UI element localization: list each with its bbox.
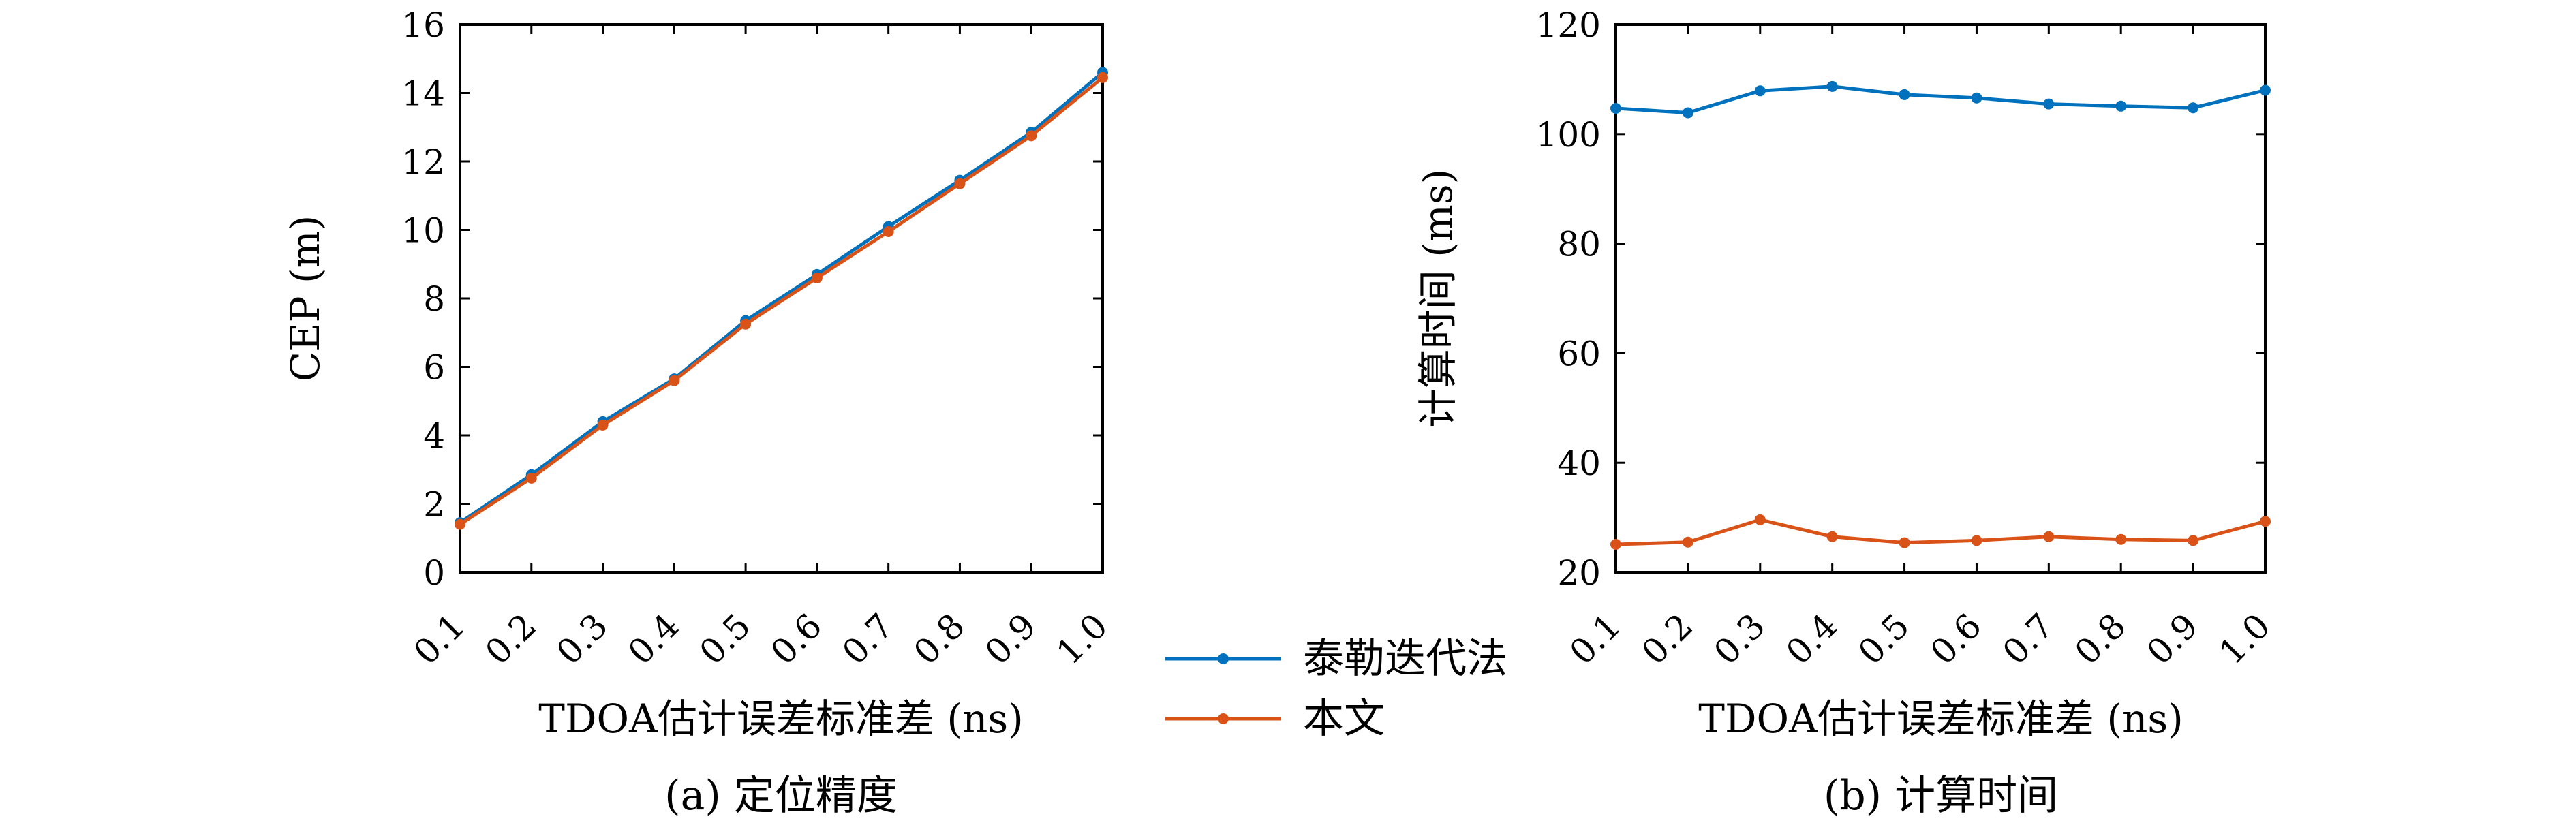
- legend: 泰勒迭代法 本文: [1165, 635, 1507, 743]
- data-point-b-1: [1610, 538, 1621, 550]
- data-point-a-1: [597, 419, 609, 431]
- data-point-b-1: [2260, 516, 2271, 527]
- x-tick-label-b: 0.2: [1634, 606, 1700, 672]
- x-tick-label-b: 0.7: [1995, 606, 2061, 672]
- data-point-b-1: [2115, 533, 2127, 545]
- data-point-a-1: [1097, 72, 1108, 83]
- x-tick-label-a: 0.5: [692, 606, 758, 672]
- y-tick-label-a: 0: [423, 553, 445, 593]
- x-tick-label-b: 0.5: [1851, 606, 1917, 672]
- x-tick-label-b: 0.6: [1923, 606, 1989, 672]
- caption-b: (b) 计算时间: [1824, 772, 2058, 820]
- y-tick-label-b: 60: [1557, 334, 1601, 373]
- data-point-a-1: [1026, 130, 1037, 142]
- series-line-a-1: [459, 76, 1104, 526]
- x-tick-label-b: 0.4: [1779, 606, 1845, 672]
- series-line-b-0: [1615, 84, 2266, 114]
- data-point-b-0: [2260, 84, 2271, 96]
- data-point-b-0: [1899, 89, 1910, 100]
- x-axis-label-b: TDOA估计误差标准差 (ns): [1698, 696, 2183, 742]
- data-point-b-0: [1826, 80, 1838, 92]
- panel-a-cep-chart: 0 2 4 6 8 10 12 14 16 0.1 0.2 0.3 0.4 0.5 0.6 0.7 0.8 0.9…: [282, 5, 1115, 742]
- data-point-b-1: [1899, 537, 1910, 548]
- data-point-b-1: [1682, 536, 1693, 548]
- data-point-a-1: [811, 272, 823, 283]
- caption-a: (a) 定位精度: [664, 772, 898, 820]
- series-line-a-0: [459, 71, 1104, 525]
- panel-b-time-chart: 20 40 60 80 100 120 0.1 0.2 0.3 0.4 0.5 0.6 0.7 0.8 0.…: [1415, 5, 2278, 742]
- y-tick-label-b: 40: [1557, 444, 1601, 483]
- data-point-a-1: [740, 318, 752, 330]
- x-tick-label-a: 0.9: [977, 606, 1043, 672]
- y-tick-label-a: 4: [423, 416, 445, 456]
- x-tick-label-a: 0.6: [763, 606, 829, 672]
- data-point-b-0: [1754, 85, 1766, 97]
- data-point-a-1: [883, 226, 894, 238]
- y-tick-label-a: 8: [423, 279, 445, 319]
- y-tick-label-a: 2: [423, 485, 445, 525]
- data-point-b-0: [1971, 92, 1982, 104]
- x-tick-label-b: 0.1: [1562, 606, 1628, 672]
- legend-marker-taylor: [1218, 653, 1229, 664]
- y-tick-label-a: 14: [401, 74, 445, 114]
- y-tick-label-b: 120: [1536, 5, 1601, 45]
- data-point-a-1: [954, 178, 966, 189]
- x-tick-label-a: 0.7: [835, 606, 901, 672]
- y-tick-label-a: 10: [401, 211, 445, 251]
- y-tick-label-a: 12: [401, 142, 445, 182]
- legend-marker-proposed: [1218, 713, 1229, 724]
- y-tick-label-b: 100: [1536, 115, 1601, 155]
- data-point-b-1: [1971, 535, 1982, 546]
- data-point-b-0: [2115, 100, 2127, 112]
- x-tick-label-a: 0.1: [406, 606, 472, 672]
- y-tick-label-b: 80: [1557, 225, 1601, 264]
- legend-label-proposed: 本文: [1303, 695, 1385, 743]
- x-tick-label-a: 0.4: [621, 606, 687, 672]
- data-point-b-1: [1826, 531, 1838, 542]
- y-axis-label-a: CEP (m): [282, 215, 328, 382]
- x-tick-label-a: 0.8: [906, 606, 972, 672]
- data-point-b-0: [2043, 98, 2055, 110]
- x-tick-label-a: 1.0: [1049, 606, 1115, 672]
- y-tick-label-a: 6: [423, 348, 445, 388]
- data-point-b-1: [2188, 535, 2199, 546]
- x-tick-label-b: 0.8: [2067, 606, 2133, 672]
- x-tick-label-b: 0.3: [1706, 606, 1773, 672]
- x-tick-label-b: 0.9: [2139, 606, 2205, 672]
- y-tick-label-a: 16: [401, 5, 445, 45]
- data-point-a-1: [455, 518, 465, 530]
- data-point-b-0: [1682, 107, 1693, 119]
- data-point-b-0: [1610, 103, 1621, 114]
- x-tick-label-a: 0.3: [549, 606, 615, 672]
- data-point-b-0: [2188, 102, 2199, 114]
- data-point-b-1: [2043, 531, 2055, 542]
- y-tick-label-b: 20: [1557, 553, 1601, 593]
- data-point-b-1: [1754, 514, 1766, 525]
- legend-label-taylor: 泰勒迭代法: [1303, 635, 1507, 683]
- plot-frame-b: [1614, 23, 2267, 574]
- series-line-b-1: [1615, 518, 2266, 546]
- data-point-a-1: [525, 472, 537, 484]
- x-tick-label-a: 0.2: [478, 606, 544, 672]
- x-axis-label-a: TDOA估计误差标准差 (ns): [538, 696, 1023, 742]
- y-axis-label-b: 计算时间 (ms): [1415, 169, 1461, 428]
- data-point-a-1: [669, 375, 680, 386]
- x-tick-label-b: 1.0: [2211, 606, 2278, 672]
